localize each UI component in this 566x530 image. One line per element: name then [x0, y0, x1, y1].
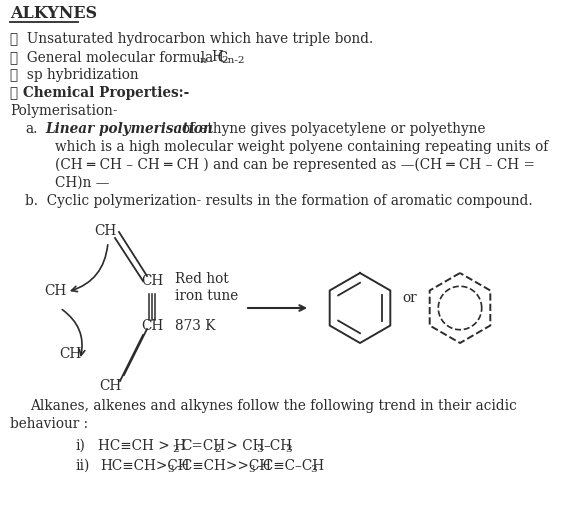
Text: Linear polymerisation: Linear polymerisation — [45, 122, 213, 136]
Text: CH: CH — [99, 379, 121, 393]
Text: –C≡CH>>CH: –C≡CH>>CH — [175, 459, 271, 473]
Text: ii): ii) — [75, 459, 89, 473]
Text: > CH: > CH — [222, 439, 264, 453]
Text: CH: CH — [141, 274, 163, 288]
Text: HC≡CH > H: HC≡CH > H — [98, 439, 186, 453]
Text: 3: 3 — [310, 465, 316, 474]
Text: HC≡CH>CH: HC≡CH>CH — [100, 459, 190, 473]
Text: 3: 3 — [248, 465, 255, 474]
Text: (CH ═ CH – CH ═ CH ) and can be represented as —(CH ═ CH – CH =: (CH ═ CH – CH ═ CH ) and can be represen… — [55, 157, 535, 172]
Text: Polymerisation-: Polymerisation- — [10, 104, 118, 118]
Text: : of ethyne gives polyacetylene or polyethyne: : of ethyne gives polyacetylene or polye… — [173, 122, 486, 136]
Text: CH: CH — [59, 347, 81, 361]
Text: H: H — [211, 50, 223, 64]
Text: 3: 3 — [256, 445, 263, 454]
Text: ☏  General molecular formula C: ☏ General molecular formula C — [10, 50, 228, 64]
Text: CH: CH — [141, 319, 163, 333]
Text: ALKYNES: ALKYNES — [10, 5, 97, 22]
Text: ☏  Unsaturated hydrocarbon which have triple bond.: ☏ Unsaturated hydrocarbon which have tri… — [10, 32, 373, 46]
Text: CH: CH — [44, 284, 66, 298]
Text: iron tune: iron tune — [175, 289, 238, 303]
Text: ❖ Chemical Properties:-: ❖ Chemical Properties:- — [10, 86, 189, 100]
Text: 3: 3 — [167, 465, 174, 474]
Text: –C≡C–CH: –C≡C–CH — [256, 459, 324, 473]
Text: behaviour :: behaviour : — [10, 417, 88, 431]
Text: ☏  sp hybridization: ☏ sp hybridization — [10, 68, 139, 82]
Text: Alkanes, alkenes and alkynes follow the following trend in their acidic: Alkanes, alkenes and alkynes follow the … — [30, 399, 517, 413]
Text: Red hot: Red hot — [175, 272, 229, 286]
Text: or: or — [402, 291, 417, 305]
Text: CH)n —: CH)n — — [55, 176, 109, 190]
Text: C=CH: C=CH — [181, 439, 225, 453]
Text: a.: a. — [25, 122, 37, 136]
Text: 2: 2 — [214, 445, 221, 454]
Text: –CH: –CH — [263, 439, 292, 453]
Text: i): i) — [75, 439, 85, 453]
Text: 873 K: 873 K — [175, 319, 216, 333]
Text: 3: 3 — [285, 445, 291, 454]
Text: 2: 2 — [172, 445, 179, 454]
Text: 2n-2: 2n-2 — [221, 56, 245, 65]
Text: b.  Cyclic polymerization- results in the formation of aromatic compound.: b. Cyclic polymerization- results in the… — [25, 194, 533, 208]
Text: which is a high molecular weight polyene containing repeating units of: which is a high molecular weight polyene… — [55, 140, 548, 154]
Text: CH: CH — [94, 224, 116, 238]
Text: n: n — [200, 56, 207, 65]
